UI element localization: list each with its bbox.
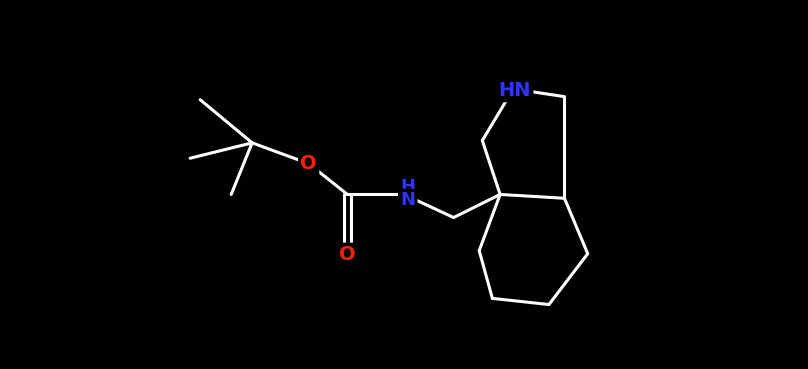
Text: H: H	[401, 179, 415, 197]
Text: HN: HN	[499, 81, 531, 100]
Text: N: N	[401, 191, 415, 209]
Text: O: O	[301, 154, 317, 173]
Text: O: O	[339, 245, 356, 264]
